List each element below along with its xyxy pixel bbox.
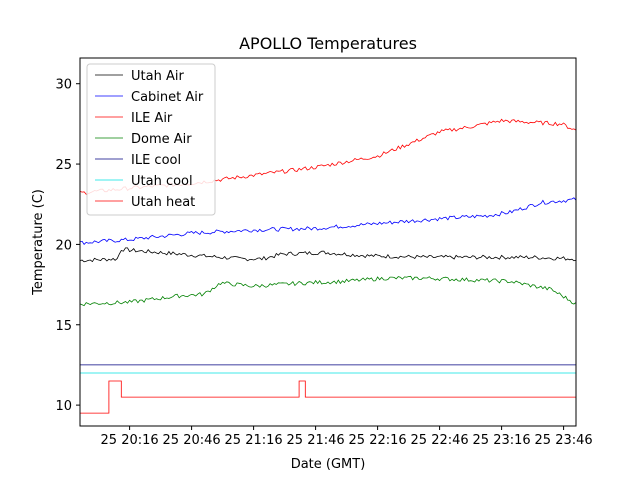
x-tick-label: 25 22:16 (349, 433, 407, 448)
y-axis-label: Temperature (C) (31, 189, 46, 296)
x-tick-label: 25 22:46 (411, 433, 469, 448)
legend-label: ILE cool (131, 153, 181, 168)
x-tick-label: 25 20:46 (163, 433, 221, 448)
plot-frame (79, 57, 577, 427)
x-tick-label: 25 20:16 (101, 433, 159, 448)
legend-box (86, 63, 216, 216)
x-tick-label: 25 21:46 (287, 433, 345, 448)
legend-label: ILE Air (131, 111, 173, 126)
legend-label: Utah Air (131, 69, 184, 84)
series-line-utah-heat (80, 380, 576, 414)
legend-label: Cabinet Air (131, 90, 204, 105)
y-tick-label: 30 (55, 78, 72, 93)
y-tick-label: 10 (55, 399, 72, 414)
y-tick-label: 25 (55, 158, 72, 173)
legend-label: Dome Air (131, 132, 192, 147)
y-tick-label: 15 (55, 319, 72, 334)
x-tick-label: 25 23:46 (535, 433, 593, 448)
y-tick-label: 20 (55, 238, 72, 253)
series-line-cabinet-air (79, 197, 577, 246)
chart-title: APOLLO Temperatures (239, 34, 417, 53)
series-line-dome-air (79, 275, 577, 307)
legend-label: Utah heat (131, 195, 195, 210)
series-line-utah-air (79, 247, 577, 263)
legend: Utah Air Cabinet Air ILE Air Dome Air ILE co… (86, 63, 216, 216)
x-axis-label: Date (GMT) (291, 457, 366, 472)
x-tick-label: 25 21:16 (225, 433, 283, 448)
y-axis: 10 15 20 25 30 (55, 78, 80, 414)
x-tick-label: 25 23:16 (473, 433, 531, 448)
legend-label: Utah cool (131, 174, 193, 189)
x-axis: 25 20:16 25 20:46 25 21:16 25 21:46 25 22:16… (101, 426, 593, 448)
